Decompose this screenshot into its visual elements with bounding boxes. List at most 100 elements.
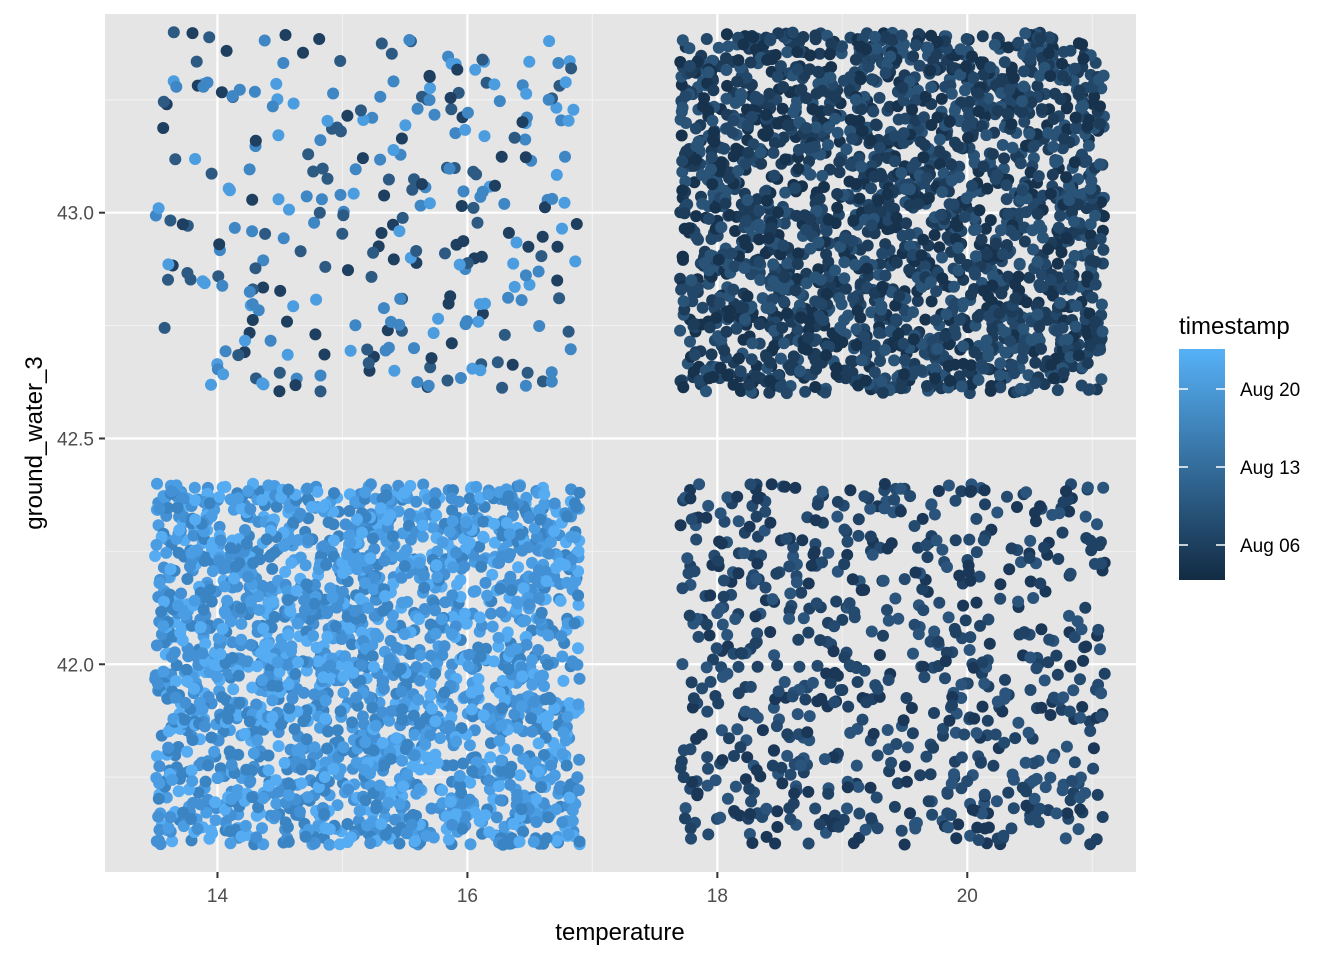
data-point (367, 247, 379, 259)
data-point (812, 236, 824, 248)
data-point (839, 232, 851, 244)
data-point (1084, 725, 1096, 737)
data-point (1012, 37, 1024, 49)
data-point (533, 320, 545, 332)
data-point (891, 257, 903, 269)
data-point (957, 297, 969, 309)
data-point (213, 555, 225, 567)
data-point (463, 660, 475, 672)
data-point (495, 606, 507, 618)
data-point (1058, 133, 1070, 145)
data-point (370, 720, 382, 732)
data-point (388, 253, 400, 265)
data-point (1094, 158, 1106, 170)
data-point (220, 345, 232, 357)
data-point (1048, 113, 1060, 125)
data-point (173, 524, 185, 536)
data-point (158, 96, 170, 108)
data-point (874, 92, 886, 104)
data-point (430, 559, 442, 571)
data-point (523, 758, 535, 770)
data-point (804, 169, 816, 181)
data-point (417, 520, 429, 532)
data-point (1068, 216, 1080, 228)
data-point (520, 380, 532, 392)
data-point (870, 119, 882, 131)
data-point (153, 202, 165, 214)
data-point (970, 513, 982, 525)
data-point (1092, 624, 1104, 636)
data-point (921, 172, 933, 184)
data-point (930, 314, 942, 326)
data-point (674, 325, 686, 337)
data-point (173, 547, 185, 559)
data-point (429, 715, 441, 727)
data-point (704, 629, 716, 641)
data-point (256, 674, 268, 686)
data-point (457, 235, 469, 247)
data-point (256, 494, 268, 506)
data-point (877, 630, 889, 642)
data-point (873, 327, 885, 339)
data-point (185, 813, 197, 825)
data-point (292, 656, 304, 668)
data-point (165, 563, 177, 575)
data-point (1082, 120, 1094, 132)
data-point (480, 577, 492, 589)
data-point (795, 84, 807, 96)
data-point (315, 370, 327, 382)
data-point (536, 607, 548, 619)
data-point (1052, 155, 1064, 167)
data-point (762, 126, 774, 138)
data-point (860, 375, 872, 387)
data-point (1002, 208, 1014, 220)
data-point (966, 180, 978, 192)
data-point (833, 156, 845, 168)
data-point (522, 241, 534, 253)
data-point (678, 295, 690, 307)
data-point (676, 130, 688, 142)
data-point (320, 559, 332, 571)
data-point (869, 366, 881, 378)
data-point (516, 803, 528, 815)
data-point (261, 533, 273, 545)
data-point (377, 675, 389, 687)
data-point (212, 772, 224, 784)
data-point (571, 218, 583, 230)
data-point (188, 683, 200, 695)
data-point (1032, 256, 1044, 268)
data-point (398, 487, 410, 499)
data-point (1006, 118, 1018, 130)
data-point (185, 547, 197, 559)
data-point (378, 555, 390, 567)
data-point (444, 526, 456, 538)
data-point (1063, 194, 1075, 206)
data-point (1006, 360, 1018, 372)
data-point (469, 64, 481, 76)
data-point (960, 614, 972, 626)
data-point (702, 763, 714, 775)
data-point (847, 215, 859, 227)
data-point (908, 333, 920, 345)
data-point (1044, 70, 1056, 82)
data-point (825, 61, 837, 73)
data-point (364, 552, 376, 564)
data-point (388, 144, 400, 156)
data-point (1083, 384, 1095, 396)
data-point (803, 314, 815, 326)
data-point (809, 271, 821, 283)
data-point (283, 836, 295, 848)
data-point (929, 372, 941, 384)
data-point (253, 604, 265, 616)
data-point (522, 367, 534, 379)
data-point (561, 511, 573, 523)
data-point (882, 724, 894, 736)
data-point (879, 344, 891, 356)
data-point (834, 166, 846, 178)
data-point (779, 153, 791, 165)
data-point (170, 81, 182, 93)
data-point (323, 516, 335, 528)
data-point (925, 276, 937, 288)
data-point (297, 715, 309, 727)
data-point (388, 75, 400, 87)
